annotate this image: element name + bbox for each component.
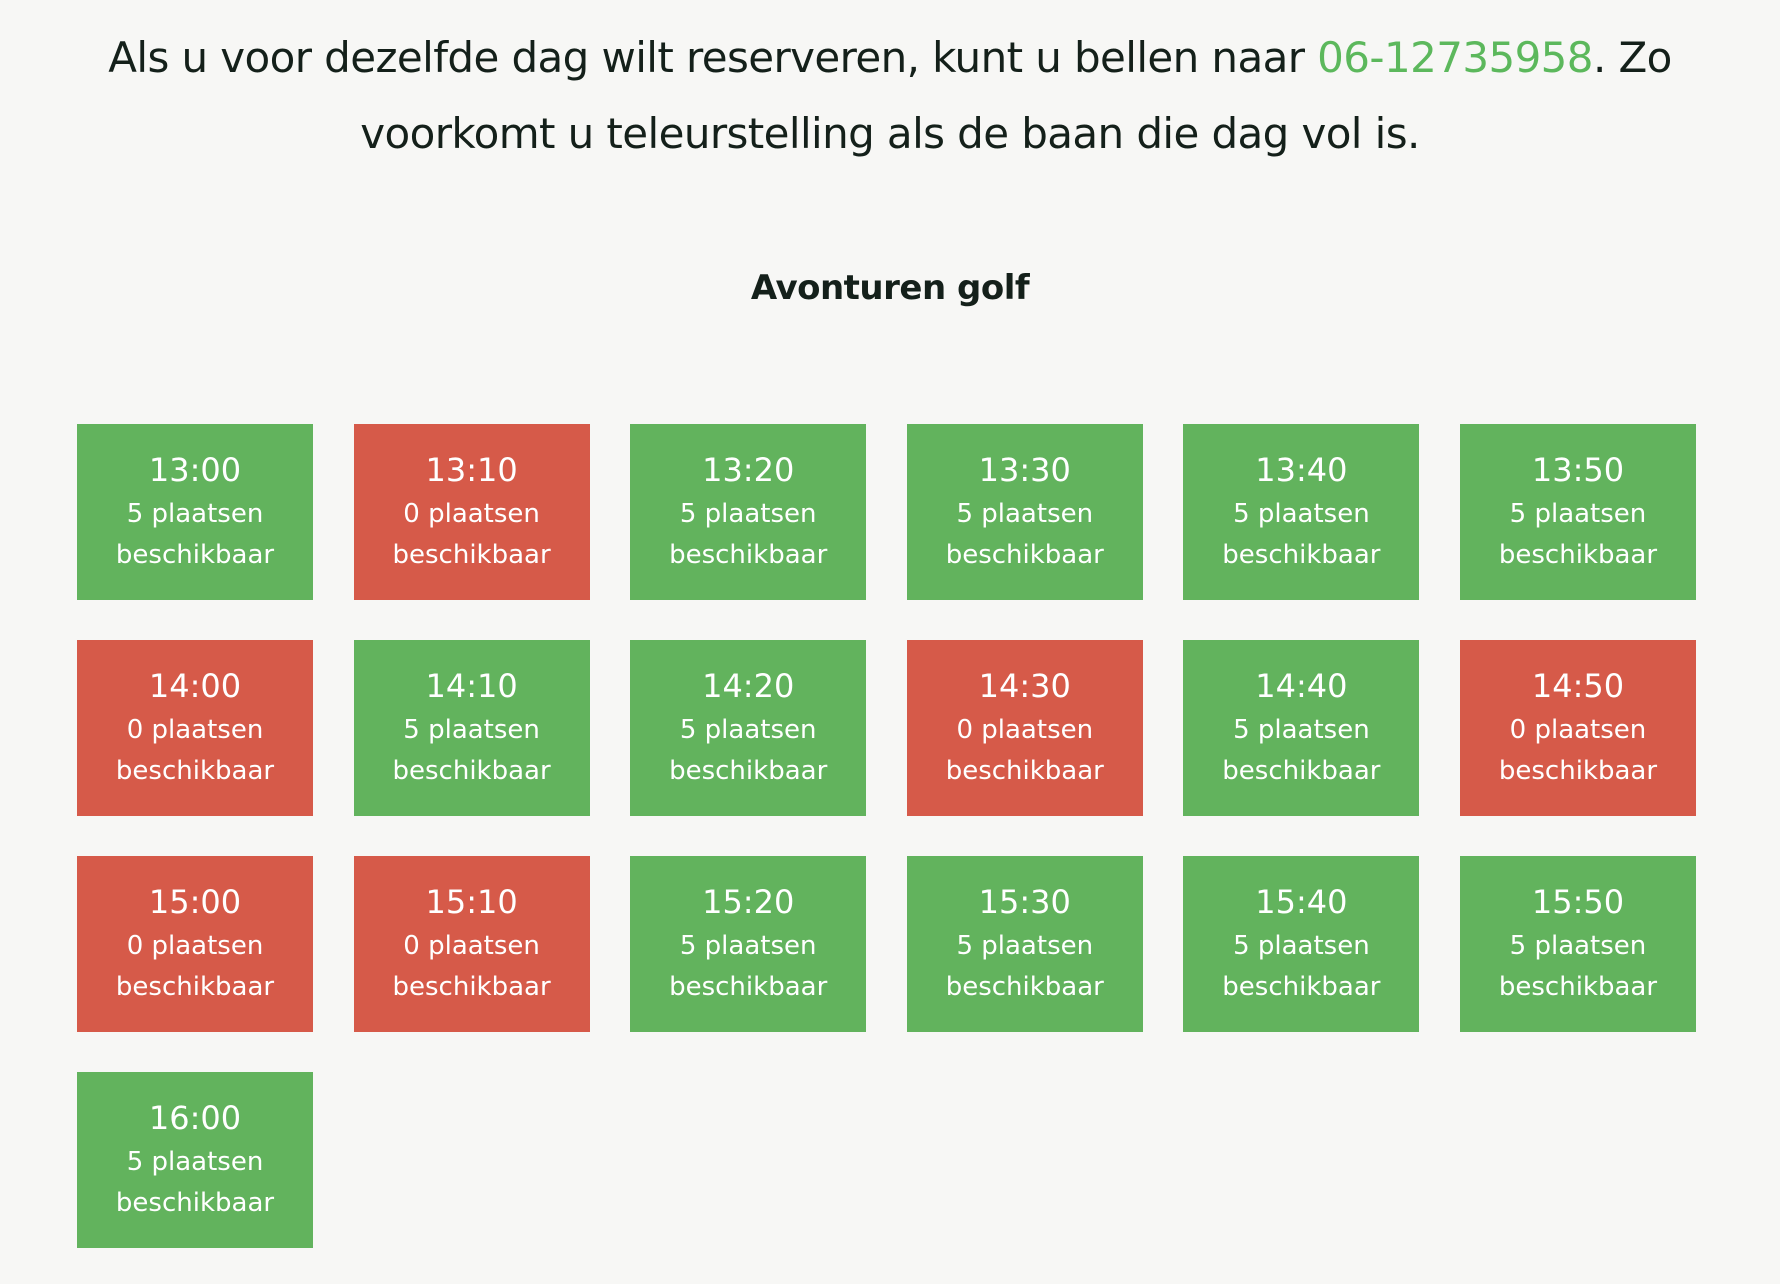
time-slot-1520[interactable]: 15:20 5 plaatsen beschikbaar [630,856,867,1032]
time-slot-1500[interactable]: 15:00 0 plaatsen beschikbaar [77,856,313,1032]
slot-availability-label: beschikbaar [669,540,828,570]
slot-time: 13:50 [1531,451,1625,489]
slot-seats: 5 plaatsen [1233,715,1370,745]
slot-time: 15:20 [702,883,795,921]
time-slot-1530[interactable]: 15:30 5 plaatsen beschikbaar [906,856,1143,1032]
slot-time: 14:20 [702,667,795,705]
time-slot-1450[interactable]: 14:50 0 plaatsen beschikbaar [1459,640,1696,816]
time-slot-1550[interactable]: 15:50 5 plaatsen beschikbaar [1459,856,1696,1032]
time-slot-1300[interactable]: 13:00 5 plaatsen beschikbaar [77,424,313,600]
slot-availability-label: beschikbaar [1498,540,1658,570]
time-slot-1400[interactable]: 14:00 0 plaatsen beschikbaar [77,640,313,816]
slot-availability-label: beschikbaar [669,756,828,786]
slot-seats: 5 plaatsen [1509,499,1647,529]
slot-availability-label: beschikbaar [1498,972,1658,1002]
slot-seats: 5 plaatsen [956,499,1094,529]
slot-time: 13:40 [1255,451,1348,489]
time-slot-1340[interactable]: 13:40 5 plaatsen beschikbaar [1183,424,1420,600]
slot-time: 14:30 [978,667,1071,705]
slot-time: 14:50 [1531,667,1625,705]
slot-time: 13:20 [702,451,795,489]
slot-availability-label: beschikbaar [945,540,1104,570]
slot-time: 15:50 [1531,883,1625,921]
time-slot-1330[interactable]: 13:30 5 plaatsen beschikbaar [906,424,1143,600]
time-slot-1350[interactable]: 13:50 5 plaatsen beschikbaar [1459,424,1696,600]
slot-availability-label: beschikbaar [1222,540,1381,570]
slot-time: 14:00 [148,667,242,705]
slot-time: 15:10 [425,883,518,921]
slot-availability-label: beschikbaar [392,540,551,570]
slot-seats: 5 plaatsen [126,1147,264,1177]
time-slot-1600[interactable]: 16:00 5 plaatsen beschikbaar [77,1072,313,1248]
slot-availability-label: beschikbaar [1222,972,1381,1002]
time-slot-1540[interactable]: 15:40 5 plaatsen beschikbaar [1183,856,1420,1032]
slot-seats: 5 plaatsen [679,715,817,745]
slot-availability-label: beschikbaar [115,540,275,570]
slot-seats: 5 plaatsen [1233,499,1370,529]
slot-availability-label: beschikbaar [115,972,275,1002]
time-slot-1510[interactable]: 15:10 0 plaatsen beschikbaar [353,856,590,1032]
slot-availability-label: beschikbaar [115,1188,275,1218]
slot-seats: 0 plaatsen [1509,715,1647,745]
slot-availability-label: beschikbaar [392,972,551,1002]
time-slot-1440[interactable]: 14:40 5 plaatsen beschikbaar [1183,640,1420,816]
slot-seats: 0 plaatsen [126,715,264,745]
slot-availability-label: beschikbaar [392,756,551,786]
time-slot-1320[interactable]: 13:20 5 plaatsen beschikbaar [630,424,867,600]
slot-time: 16:00 [148,1099,242,1137]
intro-text-after: . Zo voorkomt u teleurstelling als de ba… [360,33,1672,158]
slot-availability-label: beschikbaar [945,756,1104,786]
slot-seats: 5 plaatsen [956,931,1094,961]
time-slot-1410[interactable]: 14:10 5 plaatsen beschikbaar [353,640,590,816]
slot-seats: 5 plaatsen [403,715,540,745]
slot-seats: 5 plaatsen [126,499,264,529]
slot-seats: 5 plaatsen [1509,931,1647,961]
slot-seats: 0 plaatsen [126,931,264,961]
slot-time: 15:00 [148,883,242,921]
slot-seats: 5 plaatsen [679,931,817,961]
slot-availability-label: beschikbaar [945,972,1104,1002]
phone-link[interactable]: 06-12735958 [1317,33,1593,82]
slot-availability-label: beschikbaar [115,756,275,786]
slot-seats: 0 plaatsen [956,715,1094,745]
slot-seats: 0 plaatsen [403,499,540,529]
section-title: Avonturen golf [750,268,1030,308]
slot-availability-label: beschikbaar [1498,756,1658,786]
slot-time: 13:10 [425,451,518,489]
slot-seats: 0 plaatsen [403,931,540,961]
slot-time: 13:30 [978,451,1071,489]
intro-text-before: Als u voor dezelfde dag wilt reserveren,… [108,33,1318,82]
intro-text: Als u voor dezelfde dag wilt reserveren,… [60,20,1720,172]
slot-seats: 5 plaatsen [1233,931,1370,961]
slot-time: 14:10 [425,667,518,705]
slot-availability-label: beschikbaar [669,972,828,1002]
slot-time: 14:40 [1255,667,1348,705]
slot-time: 13:00 [148,451,242,489]
slot-time: 15:40 [1255,883,1348,921]
slot-time: 15:30 [978,883,1071,921]
time-slot-grid: 13:00 5 plaatsen beschikbaar 13:10 0 plaatse… [77,424,1697,1248]
time-slot-1310[interactable]: 13:10 0 plaatsen beschikbaar [353,424,590,600]
slot-availability-label: beschikbaar [1222,756,1381,786]
time-slot-1430[interactable]: 14:30 0 plaatsen beschikbaar [906,640,1143,816]
time-slot-1420[interactable]: 14:20 5 plaatsen beschikbaar [630,640,867,816]
slot-seats: 5 plaatsen [679,499,817,529]
